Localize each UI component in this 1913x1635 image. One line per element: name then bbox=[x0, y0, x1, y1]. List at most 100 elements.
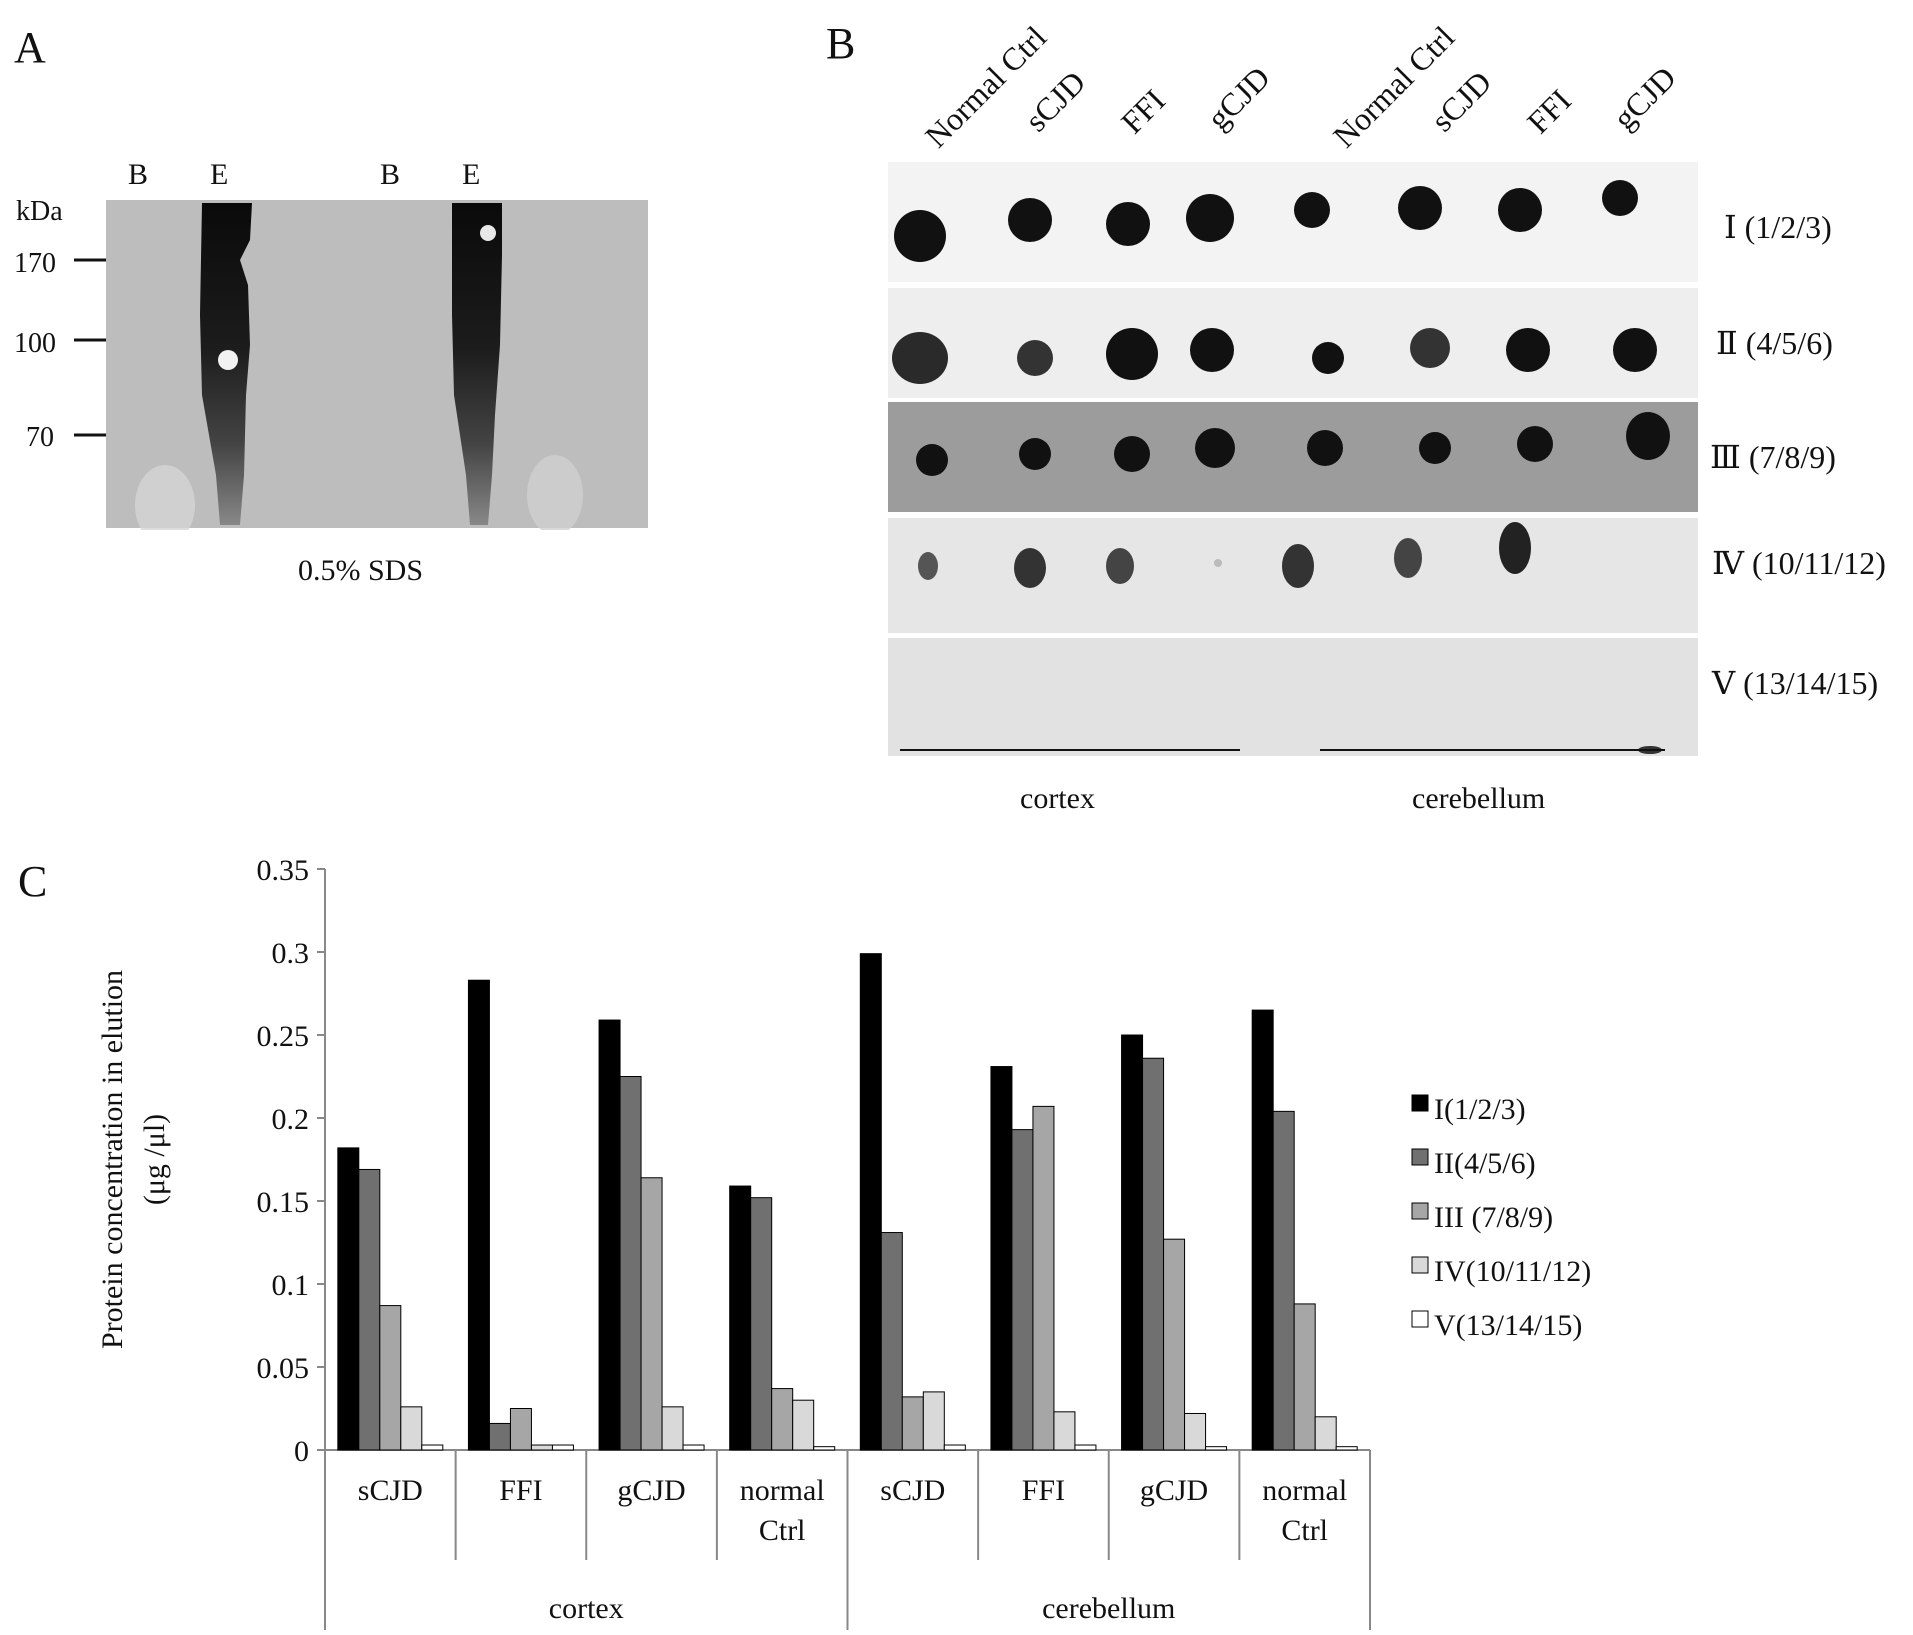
marker-100-label: 100 bbox=[14, 328, 56, 359]
dot-row-5-strip bbox=[888, 638, 1698, 756]
lane-4-bands bbox=[452, 203, 502, 525]
x-group-label: cortex bbox=[549, 1592, 624, 1625]
bar bbox=[337, 1147, 360, 1451]
x-tick-label: FFI bbox=[1022, 1474, 1065, 1507]
x-tick-label: sCJD bbox=[358, 1474, 423, 1507]
panel-a-letter: A bbox=[14, 23, 46, 72]
bar bbox=[1184, 1412, 1207, 1451]
bar bbox=[640, 1177, 663, 1451]
dot-row-label: Ⅱ (4/5/6) bbox=[1716, 325, 1833, 361]
y-tick-label: 0.1 bbox=[272, 1269, 310, 1302]
bar bbox=[488, 1422, 511, 1451]
legend-swatch bbox=[1411, 1256, 1429, 1274]
bar bbox=[1032, 1105, 1055, 1451]
bar bbox=[1074, 1444, 1097, 1451]
bar bbox=[1142, 1057, 1165, 1451]
bar bbox=[379, 1305, 402, 1451]
bar bbox=[1121, 1034, 1144, 1451]
bar bbox=[1053, 1411, 1076, 1451]
marker-70-label: 70 bbox=[26, 422, 54, 453]
bar bbox=[901, 1396, 924, 1451]
bar bbox=[1293, 1303, 1316, 1451]
bar bbox=[1205, 1446, 1228, 1451]
bar bbox=[771, 1388, 794, 1451]
lane-label: E bbox=[462, 158, 481, 191]
panel-c-letter: C bbox=[18, 857, 48, 906]
bar bbox=[530, 1444, 553, 1451]
y-tick-label: 0.05 bbox=[257, 1352, 310, 1385]
dot-column-label: sCJD bbox=[1017, 63, 1093, 139]
y-axis-label: (μg /μl) bbox=[138, 1114, 171, 1205]
legend-entry: IV(10/11/12) bbox=[1434, 1255, 1591, 1288]
dot-column-label: gCJD bbox=[1199, 59, 1277, 137]
bar bbox=[943, 1444, 966, 1451]
bar bbox=[1011, 1129, 1034, 1451]
y-axis-label: Protein concentration in elution bbox=[96, 970, 129, 1349]
cerebellum-region-label: cerebellum bbox=[1412, 782, 1546, 815]
bar bbox=[1314, 1416, 1337, 1451]
bar bbox=[1251, 1009, 1274, 1451]
bar bbox=[750, 1197, 773, 1451]
y-tick-label: 0.15 bbox=[257, 1186, 310, 1219]
cortex-region-label: cortex bbox=[1020, 782, 1095, 815]
dot-column-label: Normal Ctrl bbox=[917, 18, 1054, 155]
y-tick-label: 0 bbox=[294, 1435, 309, 1468]
bar bbox=[400, 1406, 423, 1451]
legend-swatch bbox=[1411, 1202, 1429, 1220]
western-blot-image bbox=[74, 200, 648, 530]
bar bbox=[509, 1408, 532, 1451]
bar bbox=[619, 1076, 642, 1451]
bar bbox=[598, 1019, 621, 1451]
lane-label: E bbox=[210, 158, 229, 191]
x-tick-label: Ctrl bbox=[1281, 1514, 1328, 1547]
x-tick-label: sCJD bbox=[880, 1474, 945, 1507]
dot-column-label: FFI bbox=[1519, 82, 1578, 141]
y-tick-label: 0.35 bbox=[257, 854, 310, 887]
dot-row-label: Ⅴ (13/14/15) bbox=[1712, 665, 1879, 701]
bar bbox=[467, 979, 490, 1451]
legend-entry: I(1/2/3) bbox=[1434, 1093, 1526, 1126]
bar bbox=[551, 1444, 574, 1451]
bar bbox=[661, 1406, 684, 1451]
y-tick-label: 0.2 bbox=[272, 1103, 310, 1136]
legend-swatch bbox=[1411, 1310, 1429, 1328]
bar bbox=[1335, 1446, 1358, 1451]
y-tick-label: 0.25 bbox=[257, 1020, 310, 1053]
bar bbox=[859, 953, 882, 1451]
bar bbox=[990, 1066, 1013, 1451]
x-tick-label: gCJD bbox=[1140, 1474, 1208, 1507]
x-tick-label: gCJD bbox=[617, 1474, 685, 1507]
dot-column-label: FFI bbox=[1113, 82, 1172, 141]
bar bbox=[421, 1444, 444, 1451]
bar bbox=[358, 1168, 381, 1451]
x-tick-label: normal bbox=[740, 1474, 825, 1507]
x-tick-label: normal bbox=[1262, 1474, 1347, 1507]
dot-row-label: Ⅰ (1/2/3) bbox=[1724, 209, 1832, 245]
marker-170-label: 170 bbox=[14, 248, 56, 279]
dot-row-2-strip bbox=[888, 288, 1698, 398]
bar bbox=[1163, 1238, 1186, 1451]
panel-b-letter: B bbox=[826, 19, 856, 68]
kda-unit-label: kDa bbox=[16, 196, 63, 227]
panel-a-caption: 0.5% SDS bbox=[298, 554, 424, 587]
legend-swatch bbox=[1411, 1094, 1429, 1112]
x-group-label: cerebellum bbox=[1042, 1592, 1175, 1625]
bar bbox=[729, 1185, 752, 1451]
y-tick-label: 0.3 bbox=[272, 937, 310, 970]
bar-chart: 0 0.05 0.1 0.15 0.2 0.25 0.3 0.35 Protein concen… bbox=[96, 854, 1591, 1630]
bar bbox=[792, 1399, 815, 1451]
legend-swatch bbox=[1411, 1148, 1429, 1166]
legend-entry: III (7/8/9) bbox=[1434, 1201, 1553, 1234]
bar bbox=[813, 1446, 836, 1451]
dot-column-label: sCJD bbox=[1423, 63, 1499, 139]
lane-label: B bbox=[380, 158, 401, 191]
legend-entry: II(4/5/6) bbox=[1434, 1147, 1536, 1180]
x-tick-label: FFI bbox=[499, 1474, 542, 1507]
legend-entry: V(13/14/15) bbox=[1434, 1309, 1582, 1342]
dot-row-label: Ⅳ (10/11/12) bbox=[1712, 545, 1886, 581]
dot-column-label: Normal Ctrl bbox=[1325, 18, 1462, 155]
lane-label: B bbox=[128, 158, 149, 191]
bar bbox=[1272, 1110, 1295, 1451]
dot-column-label: gCJD bbox=[1605, 59, 1683, 137]
bar bbox=[922, 1391, 945, 1451]
